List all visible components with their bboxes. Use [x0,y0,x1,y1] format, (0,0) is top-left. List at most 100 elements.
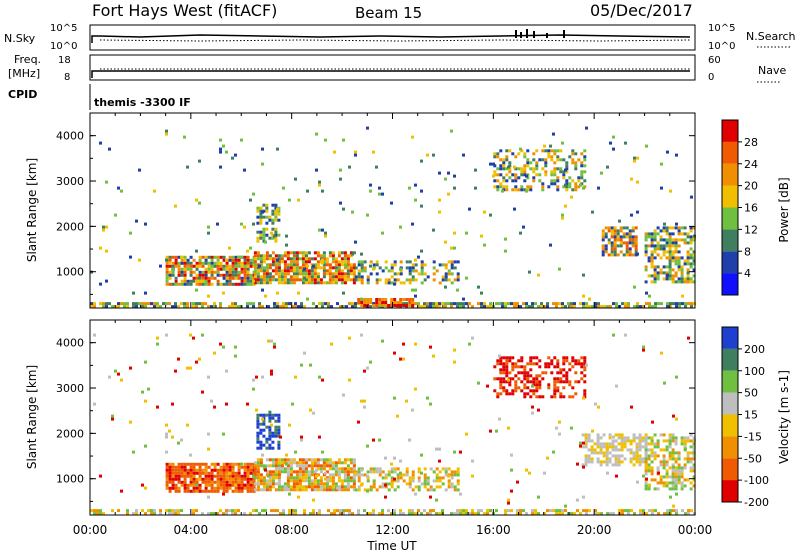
heatmap-cell [183,305,186,309]
heatmap-cell [268,281,272,285]
heatmap-cell [588,305,591,309]
heatmap-cell [502,164,506,168]
heatmap-cell [499,362,503,366]
heatmap-cell [390,512,393,516]
heatmap-cell [584,454,588,458]
heatmap-cell [499,356,503,360]
heatmap-cell [162,302,165,306]
heatmap-cell [195,486,199,490]
heatmap-cell [547,365,551,369]
heatmap-cell [243,462,247,466]
heatmap-cell [346,458,350,462]
heatmap-cell [390,479,394,483]
heatmap-cell [553,365,557,369]
heatmap-cell [195,279,199,283]
heatmap-cell [328,464,332,468]
heatmap-cell [268,215,272,219]
heatmap-cell [357,476,361,480]
heatmap-cell [349,263,353,267]
heatmap-cell [662,238,666,242]
heatmap-cell [231,264,235,268]
colorbar-swatch [722,480,738,502]
heatmap-cell [234,305,237,309]
heatmap-cell [514,389,518,393]
heatmap-cell [606,447,609,451]
heatmap-cell [432,228,435,232]
heatmap-cell [644,472,648,476]
heatmap-cell [561,305,564,309]
heatmap-cell [108,375,111,379]
heatmap-cell [340,269,344,273]
heatmap-cell [405,278,409,282]
heatmap-cell [168,273,172,277]
heatmap-cell [583,149,587,153]
heatmap-cell [396,473,400,477]
heatmap-cell [420,269,424,273]
heatmap-cell [447,192,450,196]
heatmap-cell [671,439,675,443]
heatmap-cell [219,267,223,271]
colorbar-swatch [722,370,738,393]
heatmap-cell [171,483,175,487]
heatmap-cell [363,298,367,301]
heatmap-cell [262,413,266,417]
heatmap-cell [171,480,175,484]
heatmap-cell [556,179,560,183]
heatmap-cell [471,336,474,340]
heatmap-cell [129,366,132,370]
heatmap-cell [393,260,397,264]
heatmap-cell [666,512,669,516]
heatmap-cell [234,255,238,259]
heatmap-cell [666,305,669,309]
heatmap-cell [228,509,231,513]
heatmap-cell [662,481,666,485]
heatmap-cell [225,509,228,513]
heatmap-cell [375,272,379,276]
heatmap-cell [256,209,260,213]
heatmap-cell [609,141,612,145]
heatmap-cell [462,153,465,157]
heatmap-cell [677,265,681,269]
heatmap-cell [237,258,241,262]
heatmap-cell [583,155,587,159]
heatmap-cell [325,272,329,276]
heatmap-cell [555,305,558,309]
heatmap-cell [135,219,138,223]
heatmap-cell [627,512,630,516]
heatmap-cell [271,440,275,444]
heatmap-cell [222,264,226,268]
heatmap-cell [210,399,213,403]
heatmap-cell [259,263,263,267]
heatmap-cell [471,459,474,463]
heatmap-cell [381,304,385,307]
heatmap-cell [591,429,594,433]
heatmap-cell [453,360,456,364]
heatmap-cell [189,468,193,472]
heatmap-cell [256,446,260,450]
heatmap-cell [271,461,275,465]
heatmap-cell [532,362,536,366]
heatmap-cell [456,260,460,264]
heatmap-cell [668,442,672,446]
heatmap-cell [268,428,272,432]
heatmap-cell [228,267,232,271]
heatmap-cell [165,267,169,271]
heatmap-cell [264,509,267,513]
heatmap-cell [231,471,235,475]
heatmap-cell [594,302,597,306]
heatmap-cell [340,467,344,471]
heatmap-cell [647,256,651,260]
heatmap-cell [564,509,567,513]
heatmap-cell [243,276,247,280]
heatmap-cell [423,479,427,483]
heatmap-cell [372,512,375,516]
heatmap-cell [280,281,284,285]
heatmap-cell [253,467,257,471]
heatmap-cell [402,304,406,307]
heatmap-cell [683,262,687,266]
heatmap-cell [393,272,397,276]
heatmap-cell [171,477,175,481]
heatmap-cell [243,465,247,469]
heatmap-cell [613,232,617,236]
heatmap-cell [234,267,238,271]
